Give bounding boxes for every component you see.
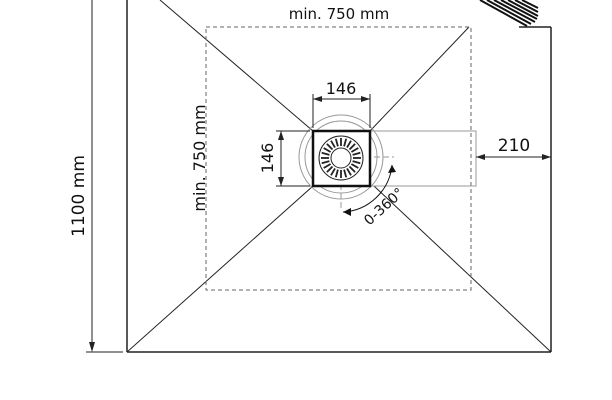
grate-slot [343, 169, 348, 178]
grate-slot [323, 147, 332, 153]
grate-slot [321, 151, 330, 156]
grate-width-dimension [312, 94, 371, 128]
grate-slot [334, 169, 339, 178]
min-height-label: min. 750 mm [190, 104, 209, 211]
rotation-label: 0-360° [361, 185, 407, 229]
wall-hatch [479, 0, 539, 27]
grate-slot [321, 160, 330, 165]
grate-slot [343, 138, 348, 147]
grate-slot [326, 143, 334, 151]
grate-slot [352, 151, 361, 156]
grate-height-dimension [276, 130, 310, 187]
grate-slot [348, 165, 356, 173]
grate-slot [350, 147, 359, 153]
grate-slot [323, 163, 332, 169]
grate-slot [334, 138, 339, 147]
rotation-arrow [342, 164, 396, 216]
outlet-offset-label: 210 [498, 136, 530, 156]
grate-slot [350, 163, 359, 169]
grate-slot [330, 140, 336, 149]
drain-grate [311, 129, 372, 188]
tray-outline [126, 0, 552, 353]
min-width-label: min. 750 mm [289, 5, 389, 23]
grate-slot [346, 167, 352, 176]
grate-slot [346, 140, 352, 149]
outlet-offset-dimension [476, 154, 551, 160]
grate-slot [348, 143, 356, 151]
grate-height-label: 146 [258, 143, 277, 174]
grate-slot [326, 165, 334, 173]
grate-slot [330, 167, 336, 176]
grate-slot [352, 160, 361, 165]
grate-width-label: 146 [326, 79, 357, 98]
height-dimension [86, 0, 123, 353]
total-height-label: 1100 mm [69, 155, 89, 237]
slope-lines [126, 0, 552, 353]
min-area-dashed [205, 26, 472, 291]
